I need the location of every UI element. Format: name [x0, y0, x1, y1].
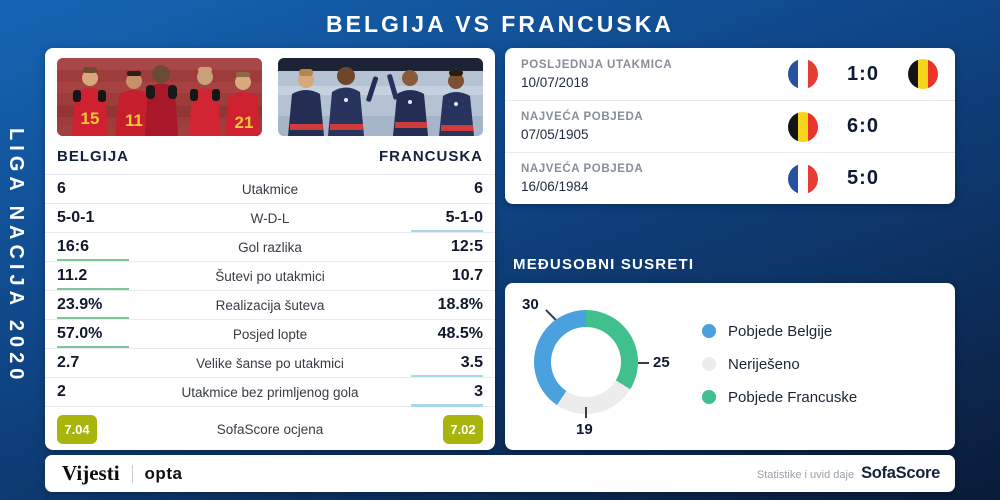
- rating-label: SofaScore ocjena: [216, 422, 324, 437]
- h2h-row-date: 16/06/1984: [521, 179, 589, 194]
- away-value: 5-1-0: [391, 209, 483, 227]
- h2h-row-date: 10/07/2018: [521, 74, 589, 90]
- jersey-number: 15: [81, 109, 100, 128]
- away-value: 6: [474, 180, 483, 197]
- h2h-score: 6:0: [847, 115, 879, 137]
- legend-item-france-wins: Pobjede Francuske: [702, 387, 857, 407]
- stat-label: W-D-L: [250, 210, 290, 226]
- h2h-info: NAJVEĆA POBJEDA 16/06/1984: [521, 163, 788, 194]
- callout-line: [638, 362, 649, 364]
- belgium-flag-icon: [908, 59, 938, 89]
- home-value: 2.7: [57, 354, 80, 371]
- footer-brands: Vijesti opta: [62, 461, 182, 486]
- stat-row-wdl: 5-0-1 W-D-L 5-1-0: [45, 203, 495, 232]
- stat-label: Utakmice bez primljenog gola: [181, 384, 359, 400]
- belgium-wins-dot-icon: [702, 324, 716, 338]
- france-flag-icon: [788, 59, 818, 89]
- callout-line: [545, 309, 557, 321]
- france-flag-icon: [788, 163, 818, 194]
- away-value: 3.5: [391, 354, 483, 372]
- home-value: 2: [57, 383, 66, 400]
- home-value: 57.0%: [57, 325, 149, 343]
- donut-legend: Pobjede Belgije Neriješeno Pobjede Franc…: [702, 321, 857, 407]
- opta-logo: opta: [144, 463, 183, 483]
- team-comparison-card: 15 11 21: [45, 48, 495, 450]
- h2h-row-biggest-win-belgium: NAJVEĆA POBJEDA 07/05/1905 6:0: [505, 100, 955, 152]
- page-title: BELGIJA VS FRANCUSKA: [326, 11, 674, 37]
- flag-placeholder: [908, 112, 938, 142]
- stat-row-utakmice: 6 Utakmice 6: [45, 174, 495, 203]
- stat-row-bez-primljenog: 2 Utakmice bez primljenog gola 3: [45, 377, 495, 406]
- flag-placeholder: [908, 164, 938, 194]
- legend-label: Pobjede Belgije: [728, 322, 833, 340]
- jersey-number: 21: [235, 113, 254, 132]
- h2h-info: POSLJEDNJA UTAKMICA 10/07/2018: [521, 59, 788, 90]
- donut-value-belgium-wins: 30: [522, 296, 539, 313]
- competition-label: LIGA NACIJA 2020: [5, 128, 27, 385]
- france-team-photo: [278, 58, 483, 136]
- donut-hole: [551, 327, 621, 397]
- donut-value-draws: 19: [576, 421, 593, 438]
- away-team-name: FRANCUSKA: [379, 148, 483, 165]
- home-rating-badge: 7.04: [57, 415, 97, 444]
- team-header-row: BELGIJA FRANCUSKA: [45, 136, 495, 174]
- vijesti-logo: Vijesti: [62, 461, 120, 485]
- away-value: 3: [391, 383, 483, 401]
- h2h-row-biggest-win-france: NAJVEĆA POBJEDA 16/06/1984 5:0: [505, 152, 955, 204]
- team-photos: 15 11 21: [45, 58, 495, 136]
- belgium-team-photo: 15 11 21: [57, 58, 262, 136]
- away-value: 48.5%: [437, 325, 483, 342]
- jersey-number: 11: [125, 111, 143, 130]
- stat-label: Posjed lopte: [232, 326, 308, 342]
- away-rating-badge: 7.02: [443, 415, 483, 444]
- donut-value-france-wins: 25: [653, 354, 670, 371]
- legend-item-belgium-wins: Pobjede Belgije: [702, 321, 857, 341]
- home-value: 6: [57, 180, 66, 197]
- stat-label: Realizacija šuteva: [215, 297, 325, 313]
- away-value: 18.8%: [437, 296, 483, 313]
- away-value: 10.7: [451, 267, 483, 284]
- rating-row: 7.04 SofaScore ocjena 7.02: [45, 406, 495, 452]
- belgium-flag-icon: [788, 111, 818, 142]
- callout-line: [585, 407, 587, 418]
- stat-row-realizacija: 23.9% Realizacija šuteva 18.8%: [45, 290, 495, 319]
- stat-row-sutevi: 11.2 Šutevi po utakmici 10.7: [45, 261, 495, 290]
- away-value: 12:5: [450, 238, 483, 255]
- h2h-row-last-match: POSLJEDNJA UTAKMICA 10/07/2018 1:0: [505, 48, 955, 100]
- credit-text: Statistike i uvid daje: [756, 469, 855, 481]
- home-value: 11.2: [57, 267, 149, 285]
- h2h-row-label: NAJVEĆA POBJEDA: [521, 163, 644, 175]
- france-wins-dot-icon: [702, 390, 716, 404]
- h2h-info: NAJVEĆA POBJEDA 07/05/1905: [521, 111, 788, 142]
- stat-row-posjed: 57.0% Posjed lopte 48.5%: [45, 319, 495, 348]
- footer-divider: [131, 464, 133, 483]
- legend-label: Pobjede Francuske: [728, 388, 858, 406]
- home-team-name: BELGIJA: [57, 148, 130, 165]
- h2h-score: 5:0: [847, 167, 879, 189]
- home-value: 16:6: [57, 238, 149, 256]
- stat-label: Velike šanse po utakmici: [196, 355, 344, 371]
- footer-credit: Statistike i uvid daje SofaScore: [757, 464, 940, 483]
- home-value: 23.9%: [57, 296, 149, 314]
- stat-label: Šutevi po utakmici: [215, 268, 325, 284]
- donut-section-title: MEĐUSOBNI SUSRETI: [513, 256, 695, 273]
- h2h-row-date: 07/05/1905: [521, 127, 589, 142]
- h2h-row-label: NAJVEĆA POBJEDA: [521, 111, 644, 123]
- legend-label: Neriješeno: [728, 355, 800, 373]
- legend-item-draws: Neriješeno: [702, 354, 857, 374]
- draws-dot-icon: [702, 357, 716, 371]
- h2h-records-card: POSLJEDNJA UTAKMICA 10/07/2018 1:0 NAJVE…: [505, 48, 955, 204]
- sofascore-logo: SofaScore: [861, 464, 940, 482]
- stat-label: Utakmice: [241, 181, 299, 197]
- stat-label: Gol razlika: [238, 239, 302, 255]
- stat-row-velike-sanse: 2.7 Velike šanse po utakmici 3.5: [45, 348, 495, 377]
- mutual-meetings-card: 30 25 19 Pobjede Belgije Neriješeno Pobj…: [505, 283, 955, 450]
- h2h-row-label: POSLJEDNJA UTAKMICA: [521, 58, 673, 71]
- stat-row-gol-razlika: 16:6 Gol razlika 12:5: [45, 232, 495, 261]
- home-value: 5-0-1: [57, 209, 95, 226]
- h2h-score: 1:0: [847, 62, 879, 85]
- footer-bar: Vijesti opta Statistike i uvid daje Sofa…: [45, 455, 955, 492]
